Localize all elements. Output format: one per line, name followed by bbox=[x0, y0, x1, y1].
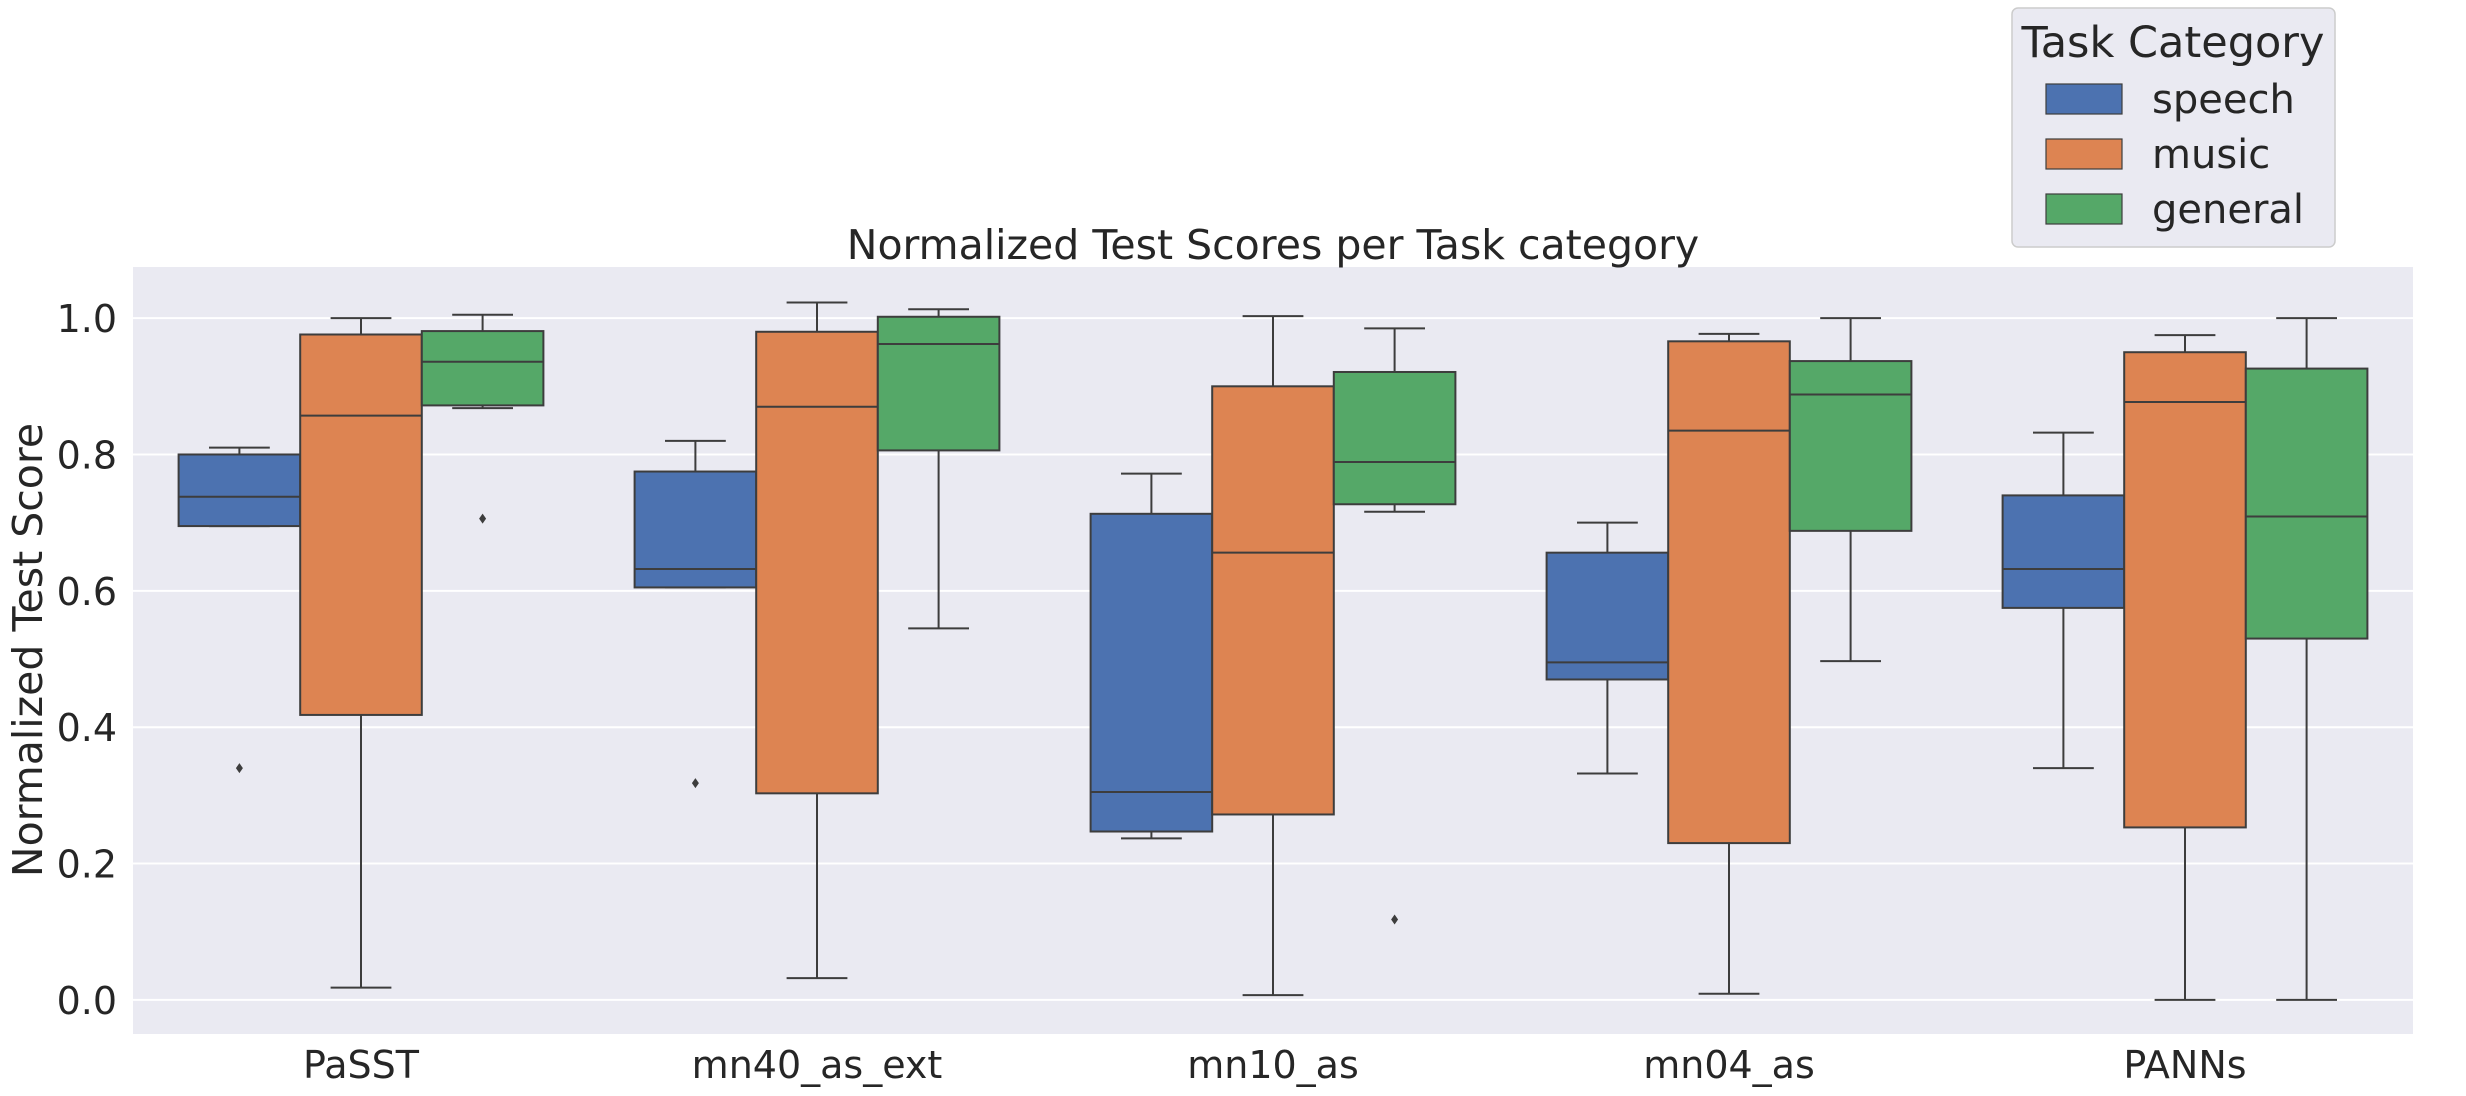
y-tick-label: 0.2 bbox=[57, 843, 117, 887]
box-iqr bbox=[177, 453, 302, 528]
box-music bbox=[299, 317, 423, 989]
box-iqr bbox=[1089, 512, 1214, 833]
y-tick-label: 0.4 bbox=[57, 706, 117, 750]
x-tick-label: mn10_as bbox=[1187, 1043, 1359, 1087]
box-general bbox=[1788, 317, 1913, 663]
box-iqr bbox=[1545, 551, 1670, 681]
x-tick-label: PANNs bbox=[2123, 1043, 2246, 1087]
y-tick-labels: 0.0 0.2 0.4 0.6 0.8 1.0 bbox=[57, 297, 117, 1023]
box-speech bbox=[177, 446, 302, 774]
box-iqr bbox=[1332, 370, 1457, 506]
box-iqr bbox=[1211, 385, 1335, 816]
y-tick-label: 0.0 bbox=[57, 979, 117, 1023]
x-tick-label: PaSST bbox=[303, 1043, 420, 1087]
box-iqr bbox=[420, 330, 545, 407]
box-general bbox=[876, 308, 1001, 630]
box-speech bbox=[2001, 431, 2126, 770]
legend-swatch bbox=[2045, 138, 2123, 170]
x-tick-labels: PaSST mn40_as_ext mn10_as mn04_as PANNs bbox=[303, 1043, 2247, 1087]
outlier-point bbox=[235, 763, 243, 774]
box-groups bbox=[177, 301, 2369, 1001]
legend-swatch bbox=[2045, 83, 2123, 115]
x-tick-label: mn04_as bbox=[1643, 1043, 1815, 1087]
outlier-point bbox=[479, 513, 487, 524]
box-iqr bbox=[633, 470, 758, 589]
box-iqr bbox=[755, 330, 879, 795]
y-tick-label: 0.6 bbox=[57, 570, 117, 614]
box-iqr bbox=[2001, 494, 2126, 609]
box-general bbox=[1332, 327, 1457, 925]
x-tick-label: mn40_as_ext bbox=[692, 1043, 943, 1087]
box-iqr bbox=[1788, 360, 1913, 532]
box-music bbox=[1667, 332, 1791, 995]
y-tick-label: 0.8 bbox=[57, 433, 117, 477]
chart-title: Normalized Test Scores per Task category bbox=[847, 221, 1699, 269]
legend-swatch bbox=[2045, 193, 2123, 225]
box-music bbox=[1211, 315, 1335, 997]
outlier-point bbox=[1391, 914, 1399, 925]
box-iqr bbox=[876, 315, 1001, 452]
legend-label: speech bbox=[2152, 77, 2295, 123]
box-iqr bbox=[299, 333, 423, 716]
y-axis-label: Normalized Test Score bbox=[4, 423, 52, 877]
box-speech bbox=[633, 439, 758, 789]
box-iqr bbox=[2244, 367, 2369, 640]
y-tick-label: 1.0 bbox=[57, 297, 117, 341]
outlier-point bbox=[691, 778, 699, 789]
legend-entries: speech music general bbox=[2045, 77, 2304, 233]
box-general bbox=[420, 313, 545, 524]
box-general bbox=[2244, 317, 2369, 1001]
legend-title: Task Category bbox=[2021, 18, 2325, 68]
box-iqr bbox=[2123, 351, 2247, 829]
legend-label: music bbox=[2152, 132, 2270, 178]
box-music bbox=[2123, 334, 2247, 1001]
box-music bbox=[755, 301, 879, 980]
legend-label: general bbox=[2152, 187, 2304, 233]
box-speech bbox=[1545, 521, 1670, 775]
legend-frame bbox=[2011, 7, 2336, 248]
box-speech bbox=[1089, 472, 1214, 840]
box-iqr bbox=[1667, 340, 1791, 845]
legend: Task Category speech music general bbox=[2011, 7, 2336, 248]
